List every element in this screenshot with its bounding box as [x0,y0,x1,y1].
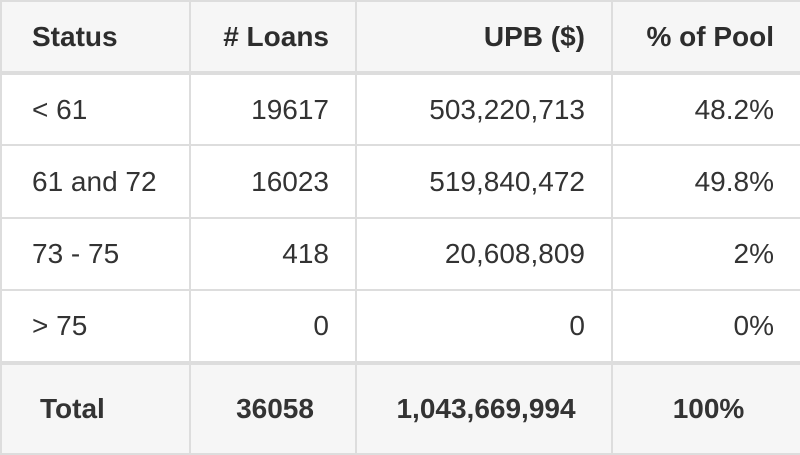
cell-loans: 16023 [189,144,357,219]
cell-pct: 48.2% [611,71,800,147]
column-header-status: Status [0,0,191,75]
header-row: Status # Loans UPB ($) % of Pool [0,0,800,75]
table-row: 61 and 72 16023 519,840,472 49.8% [0,144,800,219]
column-header-upb: UPB ($) [355,0,613,75]
total-pct: 100% [611,360,800,455]
cell-status: < 61 [0,71,191,147]
cell-upb: 519,840,472 [355,144,613,219]
cell-pct: 0% [611,289,800,364]
table-row: < 61 19617 503,220,713 48.2% [0,71,800,147]
total-row: Total 36058 1,043,669,994 100% [0,360,800,455]
cell-status: > 75 [0,289,191,364]
table-body: < 61 19617 503,220,713 48.2% 61 and 72 1… [0,71,800,455]
table-row: 73 - 75 418 20,608,809 2% [0,216,800,292]
cell-loans: 418 [189,216,357,292]
total-status-label: Total [0,360,191,455]
cell-upb: 503,220,713 [355,71,613,147]
cell-loans: 0 [189,289,357,364]
cell-pct: 49.8% [611,144,800,219]
column-header-loans: # Loans [189,0,357,75]
cell-status: 73 - 75 [0,216,191,292]
table-row: > 75 0 0 0% [0,289,800,364]
cell-pct: 2% [611,216,800,292]
total-upb: 1,043,669,994 [355,360,613,455]
cell-upb: 0 [355,289,613,364]
column-header-pct-of-pool: % of Pool [611,0,800,75]
table-header: Status # Loans UPB ($) % of Pool [0,0,800,75]
cell-status: 61 and 72 [0,144,191,219]
cell-upb: 20,608,809 [355,216,613,292]
total-loans: 36058 [189,360,357,455]
cell-loans: 19617 [189,71,357,147]
